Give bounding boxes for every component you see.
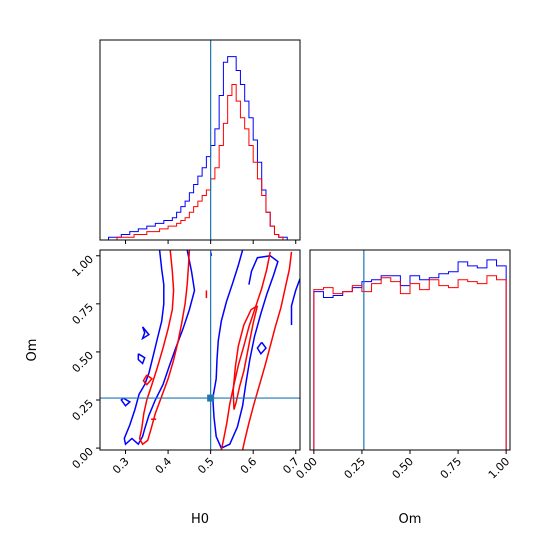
h0-tick-label-3: 0.6 <box>238 455 260 477</box>
contour-s1-0 <box>220 251 271 450</box>
contour-s1-1 <box>241 251 293 450</box>
contour-s1-3 <box>138 250 191 446</box>
om-vs-h0-frame <box>99 249 301 451</box>
h0-marginal-frame <box>99 39 301 241</box>
contour-s0-2 <box>290 278 300 325</box>
contour-s0-3 <box>141 326 151 341</box>
truth-marker <box>207 394 215 402</box>
om-tick-label-0: 0.00 <box>70 445 97 472</box>
contour-s0-7 <box>256 341 267 356</box>
h0-tick-label-2: 0.5 <box>195 455 217 477</box>
contour-s1-4 <box>142 374 154 386</box>
om-tick-label-4: 1.00 <box>70 253 97 280</box>
h0-marginal-panel <box>99 39 301 244</box>
h0-marginal-series-1 <box>100 83 300 240</box>
om-tick-label-3: 0.75 <box>70 301 97 328</box>
h0-marginal-series-0 <box>100 56 300 240</box>
om-tick-label-2: 0.50 <box>70 349 97 376</box>
om-marginal-x-label: Om <box>399 512 422 527</box>
h0-tick-label-0: 0.3 <box>110 455 132 477</box>
h0-x-label: H0 <box>191 512 209 527</box>
h0-tick-label-1: 0.4 <box>153 455 175 477</box>
contour-s0-4 <box>137 353 146 365</box>
om-marginal-tick-label-1: 0.25 <box>342 455 369 482</box>
om-marginal-tick-label-2: 0.50 <box>390 455 417 482</box>
om-marginal-tick-label-4: 1.00 <box>486 455 513 482</box>
contour-s0-0 <box>212 250 279 450</box>
om-marginal-tick-label-3: 0.75 <box>438 455 465 482</box>
contour-s0-5 <box>120 397 132 407</box>
contour-s0-1 <box>123 250 196 446</box>
om-marginal-series-1 <box>313 275 507 450</box>
contour-s1-2 <box>232 305 259 410</box>
om-y-label: Om <box>25 339 40 362</box>
om-tick-label-1: 0.25 <box>70 397 97 424</box>
